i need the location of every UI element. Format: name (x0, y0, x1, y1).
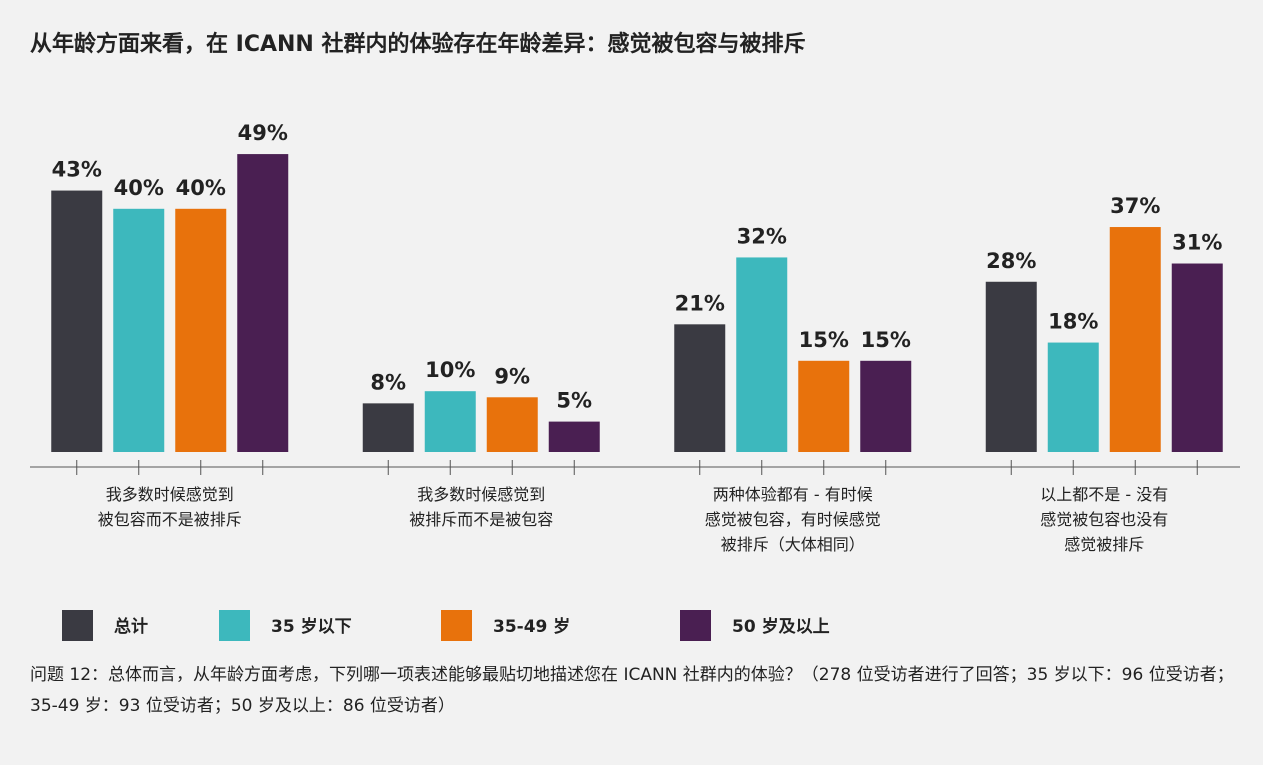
value-label: 32% (737, 224, 787, 248)
legend-label: 35-49 岁 (493, 616, 570, 637)
value-label: 37% (1110, 194, 1160, 218)
bar (798, 360, 850, 452)
note-box: 问题 12：总体而言，从年龄方面考虑，下列哪一项表述能够最贴切地描述您在 ICA… (30, 665, 1234, 716)
value-label: 28% (986, 249, 1036, 273)
x-tick-label: 两种体验都有 - 有时候 感觉被包容，有时候感觉 被排斥（大体相同） (704, 485, 881, 554)
x-tick-label: 以上都不是 - 没有 感觉被包容也没有 感觉被排斥 (1040, 485, 1169, 554)
value-label: 31% (1172, 231, 1222, 255)
category-box: 我多数时候感觉到 被包容而不是被排斥 (97, 485, 242, 529)
value-label: 21% (675, 291, 725, 315)
bar (237, 154, 289, 452)
bar (985, 281, 1037, 452)
bar (362, 403, 414, 452)
bar (486, 397, 538, 452)
x-tick-label: 我多数时候感觉到 被包容而不是被排斥 (97, 485, 242, 529)
chart-title: 从年龄方面来看，在 ICANN 社群内的体验存在年龄差异：感觉被包容与被排斥 (30, 31, 806, 57)
value-label: 18% (1048, 310, 1098, 334)
bar (548, 421, 600, 452)
bar (51, 190, 103, 452)
category-box: 我多数时候感觉到 被排斥而不是被包容 (409, 485, 554, 529)
bar (860, 360, 912, 452)
value-label: 5% (556, 389, 592, 413)
value-label: 15% (861, 328, 911, 352)
bar (175, 208, 227, 452)
value-label: 49% (238, 121, 288, 145)
value-label: 43% (52, 158, 102, 182)
value-label: 40% (114, 176, 164, 200)
x-tick-label: 我多数时候感觉到 被排斥而不是被包容 (409, 485, 554, 529)
value-label: 40% (176, 176, 226, 200)
legend-label: 总计 (114, 616, 148, 637)
bar (1109, 227, 1161, 452)
legend-label: 35 岁以下 (271, 616, 352, 637)
bar (424, 391, 476, 452)
value-label: 15% (799, 328, 849, 352)
category-box: 以上都不是 - 没有 感觉被包容也没有 感觉被排斥 (1040, 485, 1169, 554)
footnote: 问题 12：总体而言，从年龄方面考虑，下列哪一项表述能够最贴切地描述您在 ICA… (30, 665, 1234, 716)
value-label: 9% (494, 364, 530, 388)
bar (1171, 263, 1223, 452)
legend-label: 50 岁及以上 (732, 616, 830, 637)
bar (113, 208, 165, 452)
bar (736, 257, 788, 452)
legend-swatch (680, 610, 711, 641)
category-box: 两种体验都有 - 有时候 感觉被包容，有时候感觉 被排斥（大体相同） (704, 485, 881, 554)
value-label: 8% (370, 370, 406, 394)
legend-swatch (441, 610, 472, 641)
legend-swatch (219, 610, 250, 641)
legend-swatch (62, 610, 93, 641)
value-label: 10% (425, 358, 475, 382)
bar (1047, 342, 1099, 452)
bar (674, 324, 726, 452)
